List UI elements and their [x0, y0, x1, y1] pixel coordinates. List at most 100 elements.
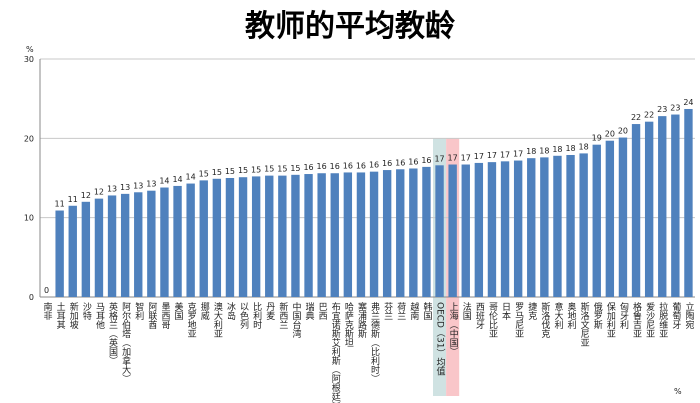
- x-tick-label: 立陶宛: [683, 301, 694, 330]
- value-label: 14: [172, 175, 182, 184]
- bar: [107, 195, 117, 297]
- value-label: 16: [369, 161, 379, 170]
- x-tick-label: 阿尔伯塔（加拿大）: [120, 302, 130, 383]
- y-tick-label: 30: [24, 55, 34, 64]
- x-tick-label: 上海（中国）: [448, 302, 459, 356]
- value-label: 0: [44, 286, 49, 295]
- bar: [160, 187, 169, 297]
- x-tick-label: 新加坡: [68, 301, 79, 330]
- value-label: 16: [343, 161, 353, 170]
- x-tick-label: 斯洛伐克: [539, 301, 550, 339]
- value-label: 16: [382, 159, 392, 168]
- value-label: 20: [618, 127, 628, 136]
- x-tick-label: 克罗地亚: [186, 302, 197, 338]
- value-label: 12: [81, 191, 91, 200]
- x-tick-label: 哥伦比亚: [487, 302, 498, 338]
- bar: [291, 174, 300, 297]
- x-tick-label: 荷兰: [395, 302, 406, 320]
- value-label: 16: [395, 158, 405, 167]
- bar: [579, 153, 588, 297]
- bar: [684, 108, 693, 297]
- value-label: 17: [513, 150, 523, 159]
- value-label: 18: [552, 145, 562, 154]
- bar: [474, 162, 484, 297]
- value-label: 17: [434, 154, 444, 163]
- value-label: 24: [683, 98, 693, 107]
- x-tick-label: 芬兰: [382, 302, 393, 320]
- bar: [199, 180, 208, 297]
- value-label: 17: [474, 152, 484, 161]
- value-label: 14: [186, 173, 196, 182]
- bar: [278, 175, 287, 297]
- value-label: 14: [159, 177, 169, 186]
- value-label: 19: [592, 134, 602, 143]
- x-tick-label: 丹麦: [264, 302, 275, 321]
- x-tick-label: OECD（31）均值: [435, 302, 446, 375]
- x-tick-label: 新西兰: [277, 301, 288, 329]
- bar: [618, 137, 628, 297]
- x-tick-label: 法国: [461, 301, 472, 321]
- bar: [330, 173, 339, 297]
- value-label: 16: [356, 161, 366, 170]
- x-tick-label: 美国: [173, 301, 184, 321]
- value-label: 16: [317, 162, 327, 171]
- x-tick-label: 匈牙利: [618, 301, 629, 329]
- y-tick-label: 10: [24, 214, 34, 223]
- bar: [68, 205, 77, 297]
- bar: [631, 124, 641, 297]
- bar: [238, 177, 248, 297]
- bar: [540, 157, 549, 297]
- value-label: 17: [448, 154, 458, 163]
- bar: [513, 160, 523, 297]
- value-label: 17: [500, 150, 510, 159]
- bar: [265, 175, 274, 297]
- x-tick-label: 俄罗斯: [592, 301, 603, 330]
- value-label: 16: [330, 162, 340, 171]
- x-tick-label: 保加利亚: [605, 301, 616, 338]
- value-label: 22: [631, 113, 641, 122]
- value-label: 23: [657, 105, 667, 114]
- x-tick-label: 瑞典: [304, 301, 315, 321]
- x-unit: %: [674, 387, 682, 396]
- value-label: 16: [408, 157, 418, 166]
- value-label: 16: [303, 163, 313, 172]
- x-tick-label: 马耳他: [94, 302, 105, 330]
- x-tick-label: 南非: [42, 301, 53, 321]
- x-tick-label: 比利时: [251, 301, 262, 329]
- x-tick-label: 英格兰（英国）: [107, 301, 118, 365]
- x-tick-label: 罗马尼亚: [513, 302, 524, 338]
- value-label: 18: [539, 146, 549, 155]
- bar: [356, 172, 366, 297]
- value-label: 18: [565, 144, 575, 153]
- x-tick-label: 弗兰德斯（比利时）: [369, 301, 380, 383]
- value-label: 15: [290, 164, 300, 173]
- bar: [644, 121, 654, 297]
- bar: [435, 165, 444, 297]
- value-label: 15: [238, 166, 248, 175]
- value-label: 22: [644, 111, 654, 120]
- bar: [448, 164, 457, 297]
- bar: [566, 154, 575, 297]
- x-tick-label: 捷克: [526, 301, 537, 321]
- x-tick-label: 格鲁吉亚: [631, 301, 642, 338]
- y-unit: %: [26, 45, 34, 54]
- x-tick-label: 奥地利: [566, 301, 577, 329]
- bar: [225, 178, 235, 297]
- bar: [55, 210, 64, 297]
- x-tick-label: 阿联酋: [146, 302, 157, 330]
- value-label: 15: [225, 167, 235, 176]
- bar: [317, 173, 326, 297]
- value-label: 17: [487, 151, 497, 160]
- x-tick-label: 以色列: [238, 302, 249, 330]
- bar: [658, 116, 667, 298]
- x-tick-label: 拉脱维亚: [657, 301, 668, 338]
- bar: [396, 169, 405, 297]
- x-tick-label: 智利: [133, 301, 144, 320]
- x-tick-label: 沙特: [81, 302, 92, 320]
- bar: [605, 140, 615, 297]
- bar: [120, 193, 130, 297]
- value-label: 18: [579, 142, 589, 151]
- bar: [487, 162, 497, 297]
- x-tick-label: 墨西哥: [159, 302, 170, 329]
- value-label: 11: [68, 195, 78, 204]
